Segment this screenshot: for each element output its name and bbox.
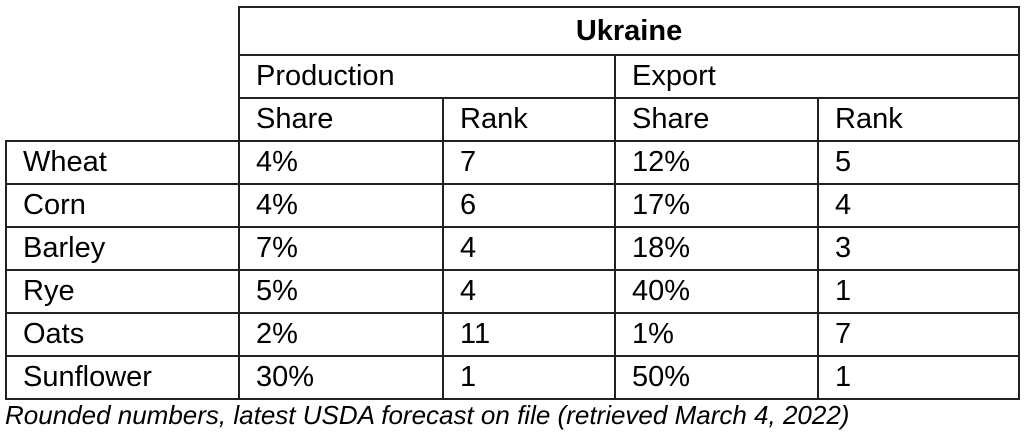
export-rank-header: Rank xyxy=(816,97,1021,142)
table-row: Rye 5% 4 40% 1 xyxy=(5,269,1021,314)
table-row: Oats 2% 11 1% 7 xyxy=(5,312,1021,357)
export-share-cell: 40% xyxy=(614,269,819,314)
export-share-cell: 50% xyxy=(614,355,819,400)
export-share-cell: 18% xyxy=(614,226,819,271)
table-row: Corn 4% 6 17% 4 xyxy=(5,183,1021,228)
ukraine-grain-table: Ukraine Production Export Share Rank Sha… xyxy=(5,6,1021,400)
export-rank-cell: 5 xyxy=(816,140,1021,185)
production-group-header: Production xyxy=(238,54,616,99)
corner-cell xyxy=(6,7,240,55)
production-rank-header: Rank xyxy=(442,97,616,142)
production-share-cell: 7% xyxy=(238,226,444,271)
table-row: Barley 7% 4 18% 3 xyxy=(5,226,1021,271)
production-rank-cell: 4 xyxy=(442,269,616,314)
production-share-cell: 30% xyxy=(238,355,444,400)
crop-name-cell: Wheat xyxy=(5,140,240,185)
country-header-row: Ukraine xyxy=(6,6,1021,56)
production-rank-cell: 7 xyxy=(442,140,616,185)
production-share-cell: 5% xyxy=(238,269,444,314)
export-share-header: Share xyxy=(614,97,819,142)
export-rank-cell: 4 xyxy=(816,183,1021,228)
production-share-header: Share xyxy=(238,97,444,142)
production-rank-cell: 1 xyxy=(442,355,616,400)
production-share-cell: 4% xyxy=(238,183,444,228)
crop-name-cell: Sunflower xyxy=(5,355,240,400)
production-share-cell: 4% xyxy=(238,140,444,185)
export-share-cell: 17% xyxy=(614,183,819,228)
export-rank-cell: 7 xyxy=(816,312,1021,357)
corner-cell xyxy=(6,55,240,98)
production-share-cell: 2% xyxy=(238,312,444,357)
crop-name-cell: Barley xyxy=(5,226,240,271)
crop-name-cell: Oats xyxy=(5,312,240,357)
group-header-row: Production Export xyxy=(6,54,1021,99)
corner-cell xyxy=(6,98,240,141)
export-share-cell: 1% xyxy=(614,312,819,357)
table-caption: Rounded numbers, latest USDA forecast on… xyxy=(5,400,850,430)
subheader-row: Share Rank Share Rank xyxy=(6,97,1021,142)
ukraine-grain-table-container: Ukraine Production Export Share Rank Sha… xyxy=(5,6,1021,400)
export-share-cell: 12% xyxy=(614,140,819,185)
crop-name-cell: Corn xyxy=(5,183,240,228)
production-rank-cell: 4 xyxy=(442,226,616,271)
production-rank-cell: 6 xyxy=(442,183,616,228)
export-group-header: Export xyxy=(613,54,1021,99)
export-rank-cell: 1 xyxy=(816,269,1021,314)
country-heading: Ukraine xyxy=(237,6,1021,56)
production-rank-cell: 11 xyxy=(442,312,616,357)
table-row: Wheat 4% 7 12% 5 xyxy=(5,140,1021,185)
crop-name-cell: Rye xyxy=(5,269,240,314)
table-row: Sunflower 30% 1 50% 1 xyxy=(5,355,1021,400)
export-rank-cell: 1 xyxy=(816,355,1021,400)
export-rank-cell: 3 xyxy=(816,226,1021,271)
